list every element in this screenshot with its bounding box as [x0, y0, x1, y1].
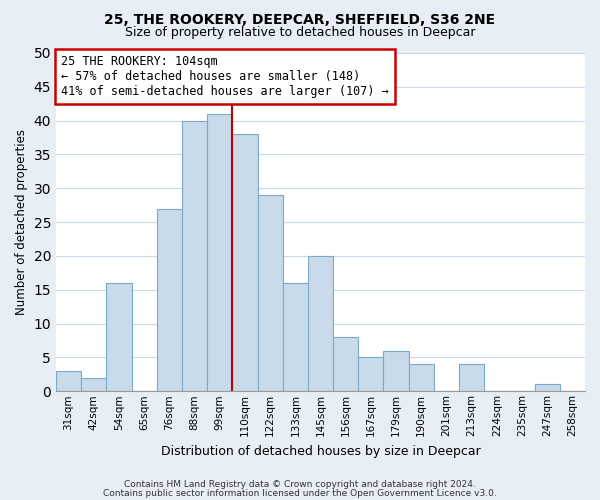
X-axis label: Distribution of detached houses by size in Deepcar: Distribution of detached houses by size …: [161, 444, 481, 458]
Bar: [157, 208, 182, 392]
Text: Contains public sector information licensed under the Open Government Licence v3: Contains public sector information licen…: [103, 488, 497, 498]
Bar: [283, 283, 308, 392]
Bar: [207, 114, 232, 392]
Bar: [535, 384, 560, 392]
Bar: [333, 337, 358, 392]
Bar: [56, 371, 81, 392]
Bar: [81, 378, 106, 392]
Text: Contains HM Land Registry data © Crown copyright and database right 2024.: Contains HM Land Registry data © Crown c…: [124, 480, 476, 489]
Bar: [459, 364, 484, 392]
Bar: [182, 120, 207, 392]
Text: 25, THE ROOKERY, DEEPCAR, SHEFFIELD, S36 2NE: 25, THE ROOKERY, DEEPCAR, SHEFFIELD, S36…: [104, 12, 496, 26]
Bar: [106, 283, 131, 392]
Bar: [358, 358, 383, 392]
Text: 25 THE ROOKERY: 104sqm
← 57% of detached houses are smaller (148)
41% of semi-de: 25 THE ROOKERY: 104sqm ← 57% of detached…: [61, 54, 389, 98]
Bar: [383, 350, 409, 392]
Bar: [257, 195, 283, 392]
Bar: [308, 256, 333, 392]
Text: Size of property relative to detached houses in Deepcar: Size of property relative to detached ho…: [125, 26, 475, 39]
Bar: [232, 134, 257, 392]
Y-axis label: Number of detached properties: Number of detached properties: [15, 129, 28, 315]
Bar: [409, 364, 434, 392]
